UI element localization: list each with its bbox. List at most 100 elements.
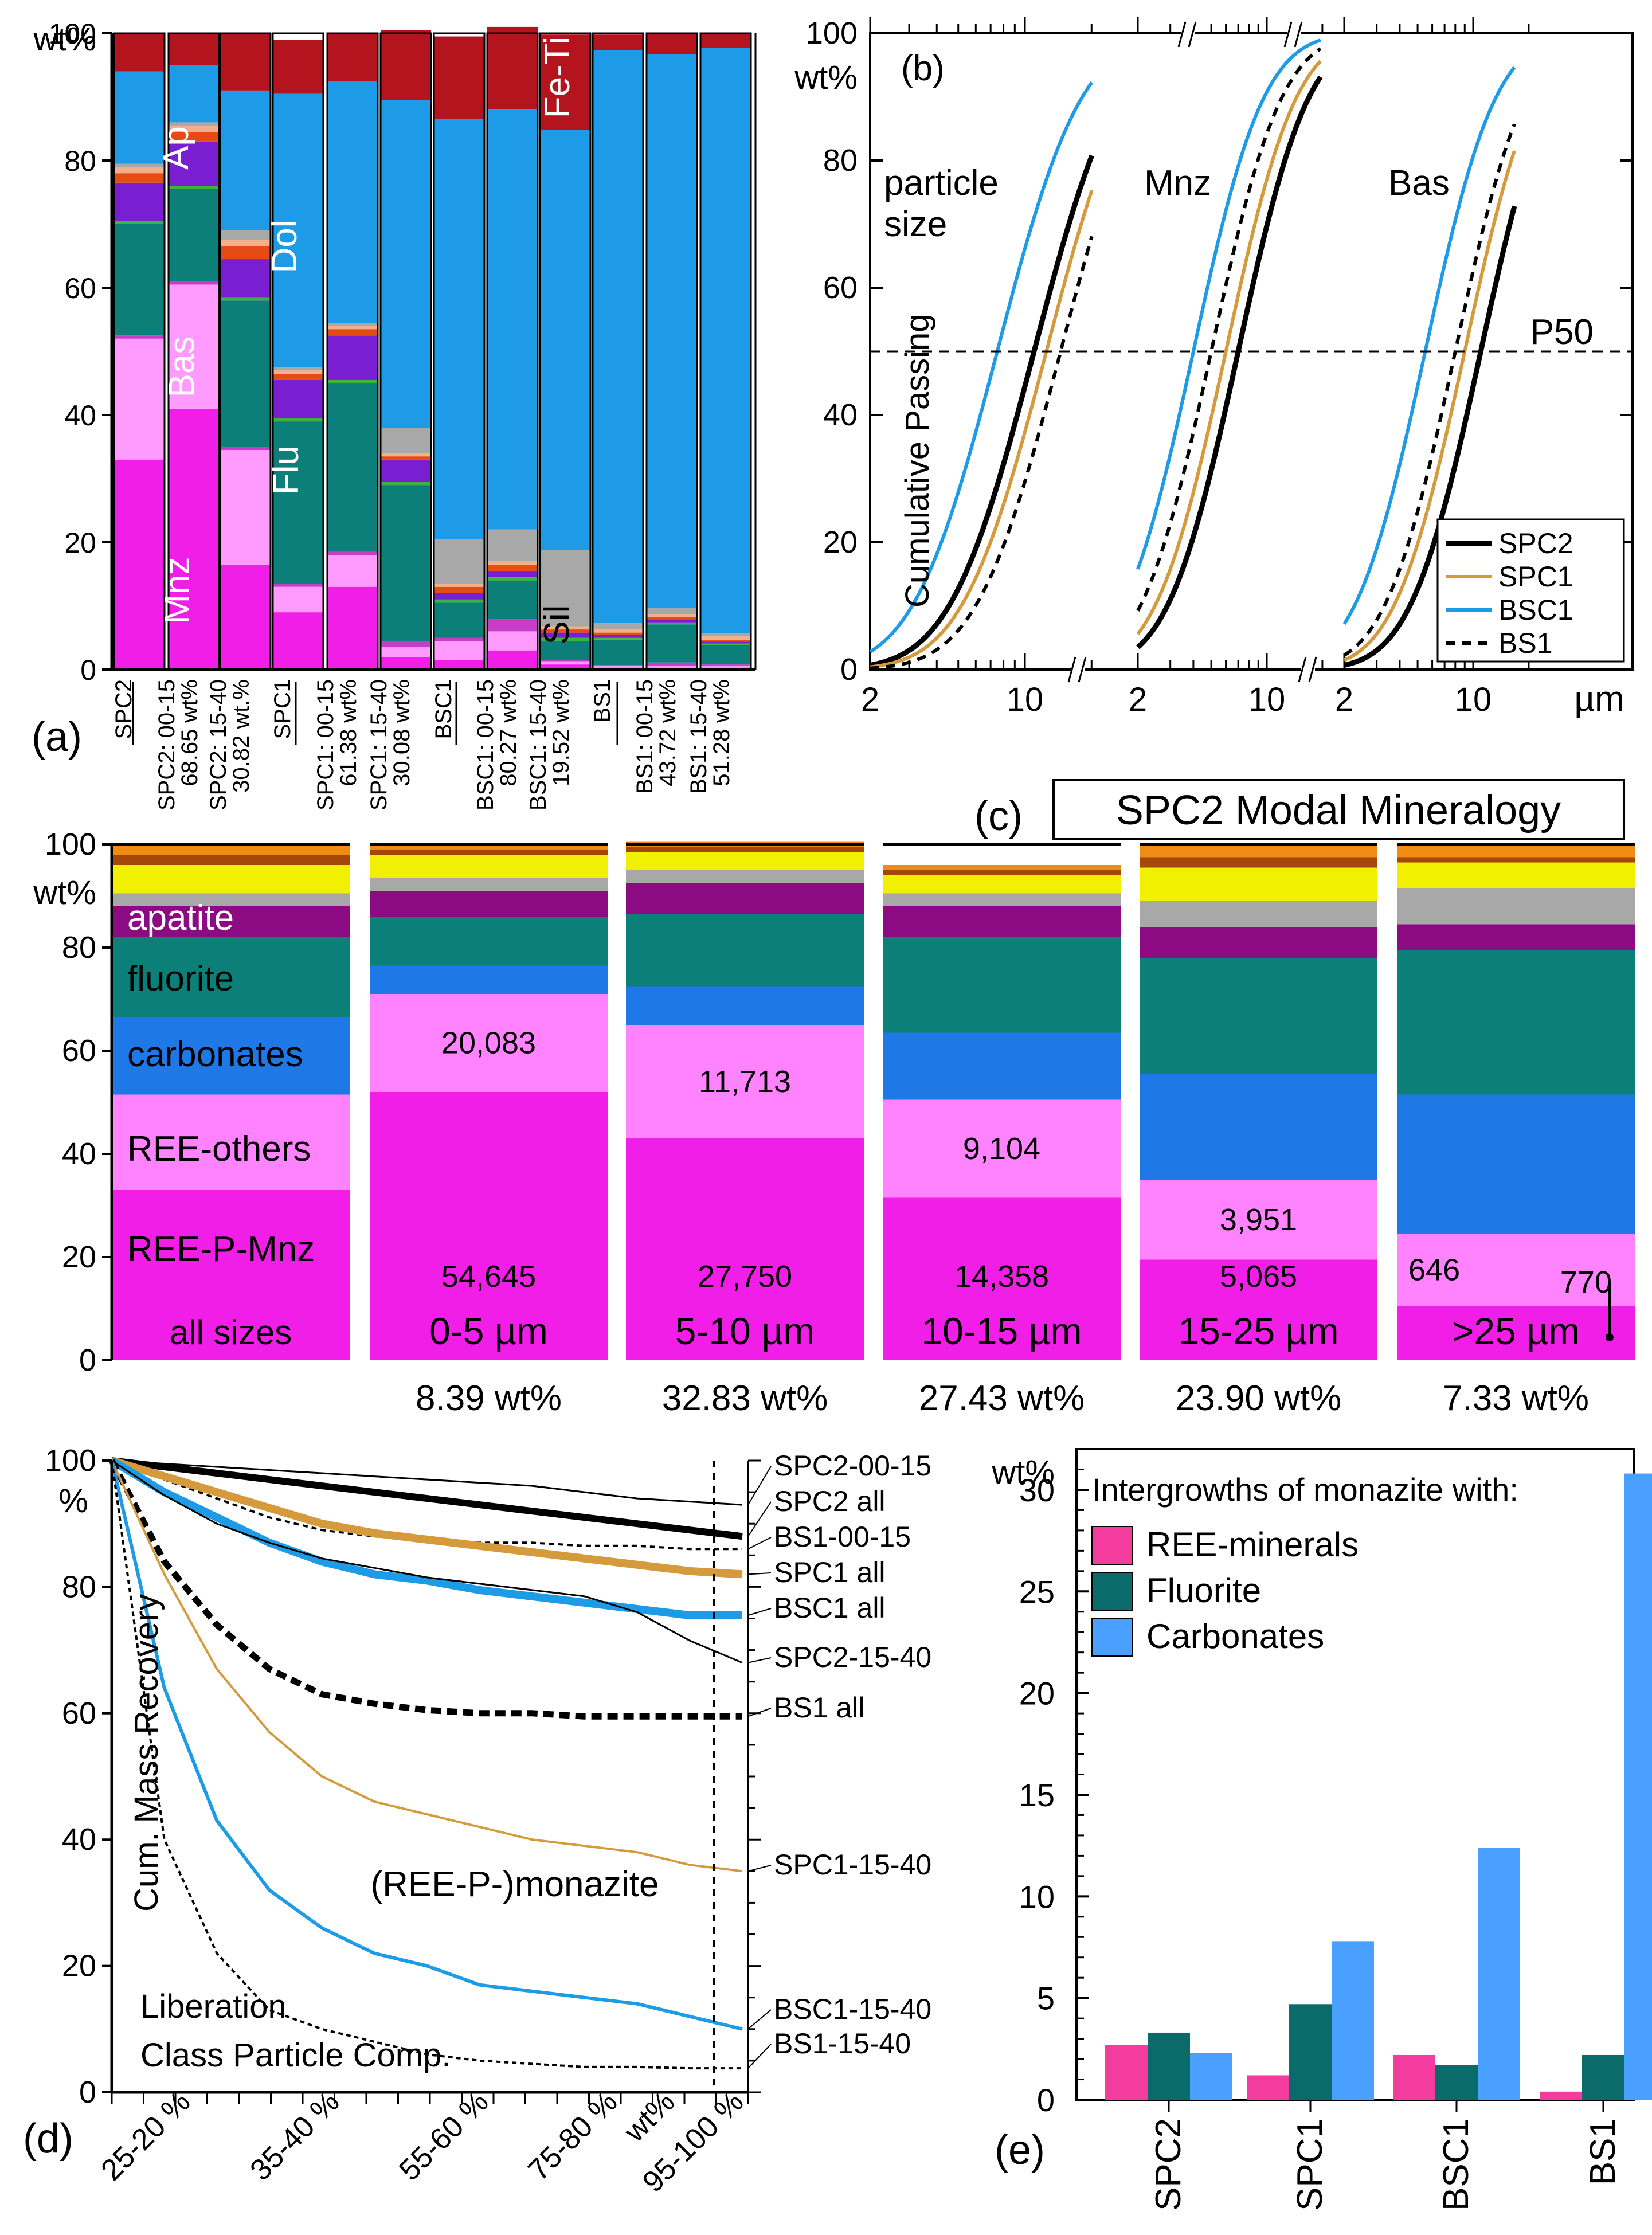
panel-c-bar-25-m-carbonates — [1397, 1094, 1635, 1234]
panel-a-bar-spc2-orange — [114, 173, 165, 183]
panel-a-bar-bs1-15-40-51-28-wt-sil-light — [700, 636, 751, 640]
panel-a-bar-bs1-bas — [593, 666, 643, 668]
panel-c-wt-0-5-m: 8.39 wt% — [416, 1379, 562, 1418]
panel-a-bar-spc2-15-40-30-82-wt-bas — [220, 450, 271, 565]
panel-d-ytick-label-80: 80 — [62, 1569, 96, 1604]
panel-b-y-title: Cumulative Passing — [899, 314, 936, 608]
panel-c-count-ree-others-10-15-m: 9,104 — [963, 1132, 1040, 1166]
panel-d-curve-spc2-15-40 — [111, 1459, 743, 1663]
panel-a-bar-spc1-15-40-30-08-wt-dol — [381, 100, 431, 428]
panel-b-ytick-label-0: 0 — [840, 652, 858, 687]
panel-a-label-ap: Ap — [156, 126, 196, 170]
panel-c-bar-0-5-m-ree-p-mnz — [370, 1092, 608, 1360]
panel-a-bar-spc1-15-40-30-08-wt-sil-light — [381, 453, 431, 457]
panel-a-bar-spc2-sil-light — [114, 167, 165, 174]
panel-a-label-bas: Bas — [162, 336, 202, 398]
panel-a-bar-spc2-15-40-30-82-wt-fe-ti — [220, 33, 271, 91]
panel-d-letter: (d) — [23, 2116, 73, 2162]
panel-c-bar-all-sizes-orange — [112, 844, 350, 855]
panel-c-y-unit: wt% — [33, 874, 96, 911]
panel-a-label-mnz: Mnz — [158, 557, 197, 624]
panel-b-curve-mnz-bsc1 — [1136, 38, 1321, 570]
panel-a-bar-spc2-green — [114, 221, 165, 224]
panel-e-category-bs1: BS1 — [1583, 2118, 1623, 2185]
panel-b-x-label-2-2: 2 — [1335, 681, 1353, 718]
panel-d-curve-bsc1-15-40 — [110, 1460, 743, 2031]
panel-d-x-label-25-20: 25-20 % — [95, 2085, 197, 2187]
panel-c-count-ree-others-5-10-m: 11,713 — [699, 1064, 791, 1099]
panel-d-series-label-bs1-15-40: BS1-15-40 — [774, 2027, 911, 2060]
panel-c-bars — [112, 841, 1635, 1360]
panel-d-ticks: 0 20 40 60 80 100 — [45, 1443, 761, 2109]
panel-e-bar-bs1-carbonates — [1624, 1473, 1652, 2100]
panel-c-ytick-label-80: 80 — [62, 930, 96, 965]
panel-d-leader-spc2-15-40 — [747, 1657, 772, 1663]
panel-d-series-label-spc2-15-40: SPC2-15-40 — [774, 1641, 931, 1673]
panel-b-x-unit: µm — [1574, 679, 1624, 719]
panel-e-bar-spc2-fluorite — [1148, 2032, 1190, 2100]
panel-c-bar-0-5-m-brown — [370, 850, 608, 855]
panel-a-bar-spc2-bas-dark — [114, 335, 165, 339]
panel-c-bar-0-5-m-orange — [370, 844, 608, 850]
panel-a-category-bsc1-15-40-19-52-wt-line-1: 19.52 wt% — [549, 679, 574, 786]
panel-a-bar-bsc1-flu — [434, 602, 484, 638]
panel-b-curve-bas-bsc1 — [1342, 66, 1516, 625]
panel-a-bar-bs1-00-15-43-72-wt-bas-dark — [647, 662, 697, 666]
panel-a-bar-spc2-15-40-30-82-wt-dol — [220, 90, 271, 231]
panel-a-ytick-label-0: 0 — [80, 654, 96, 686]
panel-a-bar-spc2-15-40-30-82-wt-bas-dark — [220, 447, 271, 451]
panel-a-bar-bsc1-00-15-80-27-wt-dol — [487, 109, 538, 530]
panel-b-x-labels: 2 10 2 10 2 10 — [861, 681, 1492, 718]
panel-c-bar-0-5-m-apatite — [370, 891, 608, 917]
panel-e-bar-bs1-fluorite — [1582, 2054, 1624, 2100]
panel-c-bar-15-25-m-silicates — [1140, 901, 1377, 927]
panel-a-label-dol: Dol — [265, 220, 304, 273]
panel-d-series-label-spc2-00-15: SPC2-00-15 — [774, 1450, 931, 1482]
panel-c-category-15-25-m: 15-25 µm — [1178, 1310, 1338, 1352]
panel-a-bar-spc2-15-40-30-82-wt-mnz — [220, 564, 271, 670]
panel-c-bar-all-sizes-ree-p-mnz — [112, 1190, 350, 1360]
panel-d-footnote-2: Class Particle Comp. — [140, 2037, 451, 2074]
panel-c-label-apatite: apatite — [127, 898, 234, 938]
panel-e-legend-label-fluorite: Fluorite — [1146, 1571, 1261, 1610]
panel-c-count-mnz-15-25-m: 5,065 — [1220, 1259, 1297, 1294]
panel-d-leader-bs1-all — [747, 1708, 772, 1717]
panel-a-bar-bsc1-mnz — [434, 660, 484, 670]
panel-c-label-carbonates: carbonates — [127, 1035, 303, 1074]
panel-a-bar-bsc1-00-15-80-27-wt-bas — [487, 631, 538, 651]
panel-a-bar-spc1-sil — [273, 367, 323, 371]
panel-a-bar-bs1-orange — [593, 632, 643, 635]
panel-b-legend-label-bsc1: BSC1 — [1498, 594, 1573, 626]
panel-b-curve-particle-size-bs1 — [870, 236, 1094, 670]
panel-c-bar-5-10-m-brown — [626, 847, 864, 852]
panel-c-y-ticks: 0 20 40 60 80 100 — [45, 827, 112, 1377]
panel-a-bar-bs1-fe-ti — [593, 34, 643, 50]
panel-c-category-10-15-m: 10-15 µm — [921, 1310, 1082, 1352]
panel-e-bar-spc1-fluorite — [1289, 2004, 1332, 2100]
panel-c-ytick-label-20: 20 — [62, 1240, 96, 1274]
panel-a-label-flu: Flu — [267, 445, 306, 495]
panel-a-bar-spc1-15-40-30-08-wt-orange — [381, 456, 431, 460]
panel-a-bar-spc1-15-40-30-08-wt-fe-ti — [381, 30, 431, 100]
panel-e-legend-swatch-fluorite — [1091, 1572, 1133, 1611]
panel-e-bar-bsc1-carbonates — [1478, 1848, 1520, 2100]
panel-c-bar-all-sizes-yellow — [112, 865, 350, 894]
panel-a-bar-bs1-00-15-43-72-wt-fe-ti — [647, 33, 697, 54]
panel-a-category-bs1-00-15-43-72-wt-line-0: BS1: 00-15 — [632, 679, 657, 794]
panel-a-category-spc2-15-40-30-82-wt-line-1: 30.82 wt.% — [229, 679, 254, 793]
panel-c-bar-all-sizes-ree-others — [112, 1094, 350, 1190]
panel-d-x-label-35-40: 35-40 % — [244, 2085, 346, 2187]
panel-c-bar-25-m-brown — [1397, 857, 1635, 863]
panel-a-bar-bsc1-sil-light — [434, 584, 484, 587]
panel-c-count-mnz-0-5-m: 54,645 — [441, 1259, 536, 1294]
panel-a-bar-bs1-15-40-51-28-wt-orange — [700, 639, 751, 642]
panel-b-y-ticks: 0 20 40 60 80 100 — [806, 16, 1633, 687]
panel-a-letter: (a) — [32, 714, 82, 760]
panel-d-y-title: Cum. Mass Recovery — [128, 1594, 165, 1912]
panel-a-bar-bsc1-ap — [434, 593, 484, 600]
panel-a-y-unit: wt% — [33, 21, 96, 58]
panel-b-y-unit: wt% — [794, 59, 858, 96]
panel-d-x-label-55-60: 55-60 % — [393, 2085, 495, 2187]
panel-c-bar-all-sizes-fluorite — [112, 937, 350, 1017]
